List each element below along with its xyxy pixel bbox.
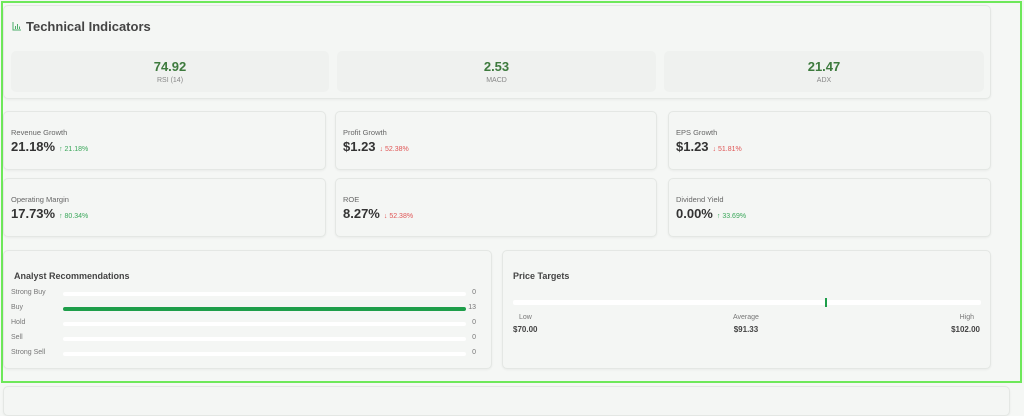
metric-value: $1.23 ↓ 52.38% — [343, 139, 409, 154]
low-target: Low $70.00 — [513, 314, 537, 334]
metric-label: Operating Margin — [11, 195, 69, 204]
metric-number: 8.27% — [343, 206, 380, 221]
metric-change: ↓ 52.38% — [383, 213, 414, 220]
price-targets-panel: Price Targets Low $70.00 Average $91.33 Hi… — [502, 250, 991, 369]
high-target: High $102.00 — [951, 314, 980, 334]
metric-number: 17.73% — [11, 206, 56, 221]
next-panel — [3, 386, 1010, 416]
metric-number: $1.23 — [676, 139, 709, 154]
indicator-rsi: 74.92 RSI (14) — [11, 51, 329, 92]
metric-card: ROE 8.27% ↓ 52.38% — [335, 178, 657, 237]
indicator-value: 2.53 — [483, 59, 510, 74]
selection-frame — [1, 1, 1022, 383]
recommendation-bar — [63, 322, 466, 326]
recommendation-count: 0 — [472, 289, 476, 296]
recommendation-row: Buy 13 — [11, 304, 476, 314]
metric-label: Dividend Yield — [676, 195, 724, 204]
indicator-label: ADX — [816, 77, 832, 84]
metric-label: ROE — [343, 195, 360, 204]
recommendation-row: Sell 0 — [11, 334, 476, 344]
metric-change: ↓ 52.38% — [379, 146, 409, 153]
metric-card: Operating Margin 17.73% ↑ 80.34% — [3, 178, 326, 237]
indicator-label: MACD — [486, 77, 507, 84]
recommendation-count: 0 — [472, 334, 476, 341]
average-target: Average $91.33 — [733, 314, 759, 334]
metric-card: Profit Growth $1.23 ↓ 52.38% — [335, 111, 657, 170]
recommendation-row: Strong Buy 0 — [11, 289, 476, 299]
metric-label: Revenue Growth — [11, 128, 68, 137]
indicator-macd: 2.53 MACD — [337, 51, 656, 92]
metric-label: EPS Growth — [676, 128, 718, 137]
recommendation-label: Strong Sell — [11, 349, 46, 356]
recommendation-count: 0 — [472, 349, 476, 356]
high-label: High — [959, 314, 974, 321]
recommendation-row: Strong Sell 0 — [11, 349, 476, 359]
indicator-value: 21.47 — [807, 59, 841, 74]
metric-change: ↑ 33.69% — [716, 213, 747, 220]
recommendation-bar — [63, 292, 466, 296]
metric-value: 21.18% ↑ 21.18% — [11, 139, 88, 154]
metric-card: EPS Growth $1.23 ↓ 51.81% — [668, 111, 991, 170]
high-value: $102.00 — [951, 325, 980, 334]
recommendation-fill — [63, 307, 466, 311]
metric-value: $1.23 ↓ 51.81% — [676, 139, 742, 154]
metric-value: 0.00% ↑ 33.69% — [676, 206, 746, 221]
metric-card: Revenue Growth 21.18% ↑ 21.18% — [3, 111, 326, 170]
metric-number: 0.00% — [676, 206, 713, 221]
metric-change: ↓ 51.81% — [712, 146, 742, 153]
panel-title: Technical Indicators — [26, 19, 151, 34]
average-price-marker — [824, 298, 827, 307]
metric-card: Dividend Yield 0.00% ↑ 33.69% — [668, 178, 991, 237]
price-target-track — [513, 300, 981, 305]
indicator-value: 74.92 — [153, 59, 187, 74]
metric-value: 8.27% ↓ 52.38% — [343, 206, 413, 221]
average-label: Average — [733, 314, 759, 321]
panel-title: Price Targets — [513, 271, 570, 281]
indicator-adx: 21.47 ADX — [664, 51, 984, 92]
recommendation-label: Hold — [11, 319, 26, 326]
recommendation-bar — [63, 307, 466, 311]
low-label: Low — [519, 314, 532, 321]
bar-chart-icon — [12, 22, 21, 31]
metric-number: 21.18% — [11, 139, 56, 154]
recommendation-label: Sell — [11, 334, 23, 341]
low-value: $70.00 — [513, 325, 538, 334]
metric-label: Profit Growth — [343, 128, 387, 137]
metric-change: ↑ 21.18% — [59, 146, 89, 153]
metric-number: $1.23 — [343, 139, 376, 154]
metric-change: ↑ 80.34% — [59, 213, 89, 220]
recommendation-label: Strong Buy — [11, 289, 46, 296]
indicator-label: RSI (14) — [156, 77, 184, 84]
average-value: $91.33 — [733, 325, 759, 334]
panel-title: Analyst Recommendations — [14, 271, 130, 281]
recommendation-label: Buy — [11, 304, 24, 311]
recommendation-count: 13 — [468, 304, 476, 311]
recommendation-bar — [63, 337, 466, 341]
metric-value: 17.73% ↑ 80.34% — [11, 206, 88, 221]
recommendation-count: 0 — [472, 319, 476, 326]
recommendation-row: Hold 0 — [11, 319, 476, 329]
recommendation-bar — [63, 352, 466, 356]
